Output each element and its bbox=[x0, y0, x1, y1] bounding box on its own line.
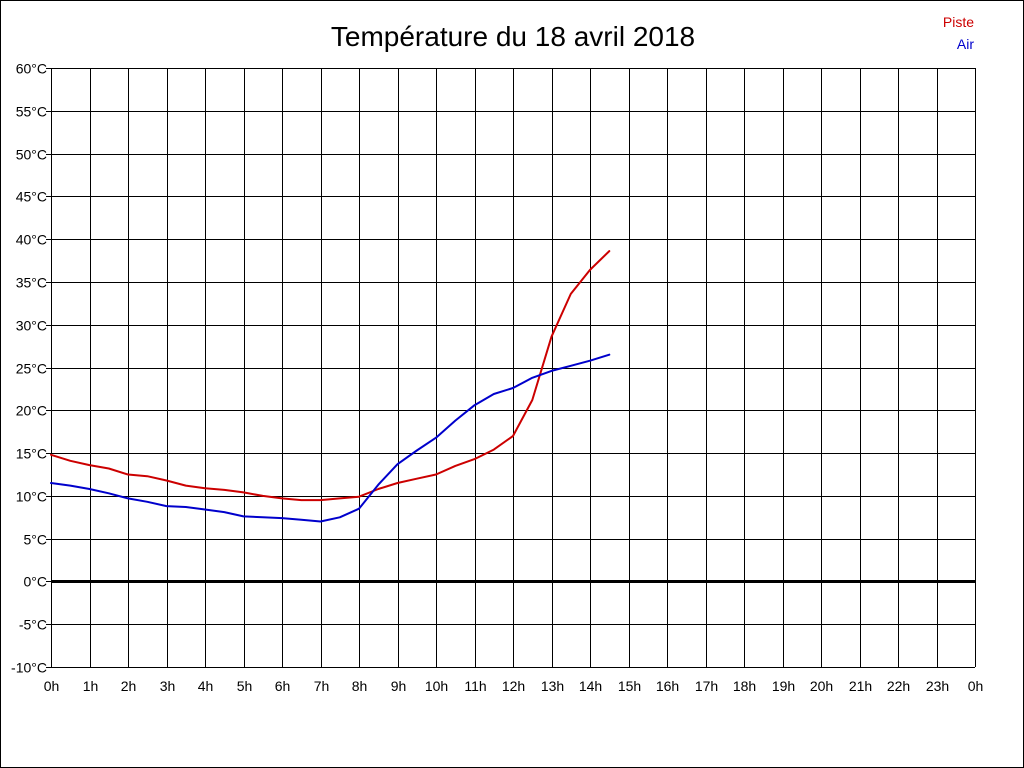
x-tick-label: 17h bbox=[695, 678, 718, 694]
y-tick-label: 20°C bbox=[16, 403, 47, 419]
y-tick-label: 60°C bbox=[16, 61, 47, 77]
chart-title: Température du 18 avril 2018 bbox=[331, 21, 695, 52]
x-tick-label: 0h bbox=[44, 678, 60, 694]
y-tick-label: 40°C bbox=[16, 232, 47, 248]
x-tick-label: 22h bbox=[887, 678, 910, 694]
x-tick-label: 19h bbox=[772, 678, 795, 694]
y-tick-label: 10°C bbox=[16, 489, 47, 505]
y-tick-label: -10°C bbox=[11, 660, 47, 676]
x-tick-label: 15h bbox=[618, 678, 641, 694]
x-tick-label: 23h bbox=[926, 678, 949, 694]
y-tick-label: 45°C bbox=[16, 189, 47, 205]
x-tick-label: 5h bbox=[237, 678, 253, 694]
y-tick-label: 15°C bbox=[16, 446, 47, 462]
y-tick-label: 30°C bbox=[16, 318, 47, 334]
x-tick-label: 21h bbox=[849, 678, 872, 694]
y-tick-label: -5°C bbox=[19, 617, 47, 633]
y-tick-label: 50°C bbox=[16, 147, 47, 163]
y-tick-label: 25°C bbox=[16, 361, 47, 377]
legend-air: Air bbox=[957, 36, 974, 52]
y-tick-label: 0°C bbox=[24, 574, 48, 590]
x-tick-label: 9h bbox=[391, 678, 407, 694]
grid-layer bbox=[46, 68, 976, 668]
y-tick-label: 5°C bbox=[24, 532, 48, 548]
x-tick-label: 1h bbox=[83, 678, 99, 694]
x-tick-label: 20h bbox=[810, 678, 833, 694]
x-tick-label: 13h bbox=[541, 678, 564, 694]
x-tick-label: 18h bbox=[733, 678, 756, 694]
x-tick-label: 16h bbox=[656, 678, 679, 694]
y-tick-label: 55°C bbox=[16, 104, 47, 120]
series-layer bbox=[50, 250, 611, 523]
x-tick-label: 6h bbox=[275, 678, 291, 694]
x-tick-label: 10h bbox=[425, 678, 448, 694]
x-tick-label: 0h bbox=[968, 678, 984, 694]
x-tick-label: 11h bbox=[464, 678, 486, 694]
series-line-air bbox=[50, 353, 611, 523]
x-tick-label: 4h bbox=[198, 678, 214, 694]
x-tick-label: 8h bbox=[352, 678, 368, 694]
x-tick-label: 7h bbox=[314, 678, 330, 694]
y-tick-label: 35°C bbox=[16, 275, 47, 291]
legend-piste: Piste bbox=[943, 14, 974, 30]
series-line-piste bbox=[50, 250, 611, 502]
x-tick-label: 2h bbox=[121, 678, 137, 694]
x-tick-label: 12h bbox=[502, 678, 525, 694]
x-tick-label: 14h bbox=[579, 678, 602, 694]
x-tick-label: 3h bbox=[160, 678, 176, 694]
tick-layer: 0h 1h 2h 3h 4h 5h 6h 7h 8h 9h 10h 11h 12h 13h 14h 15h 16… bbox=[11, 61, 983, 695]
